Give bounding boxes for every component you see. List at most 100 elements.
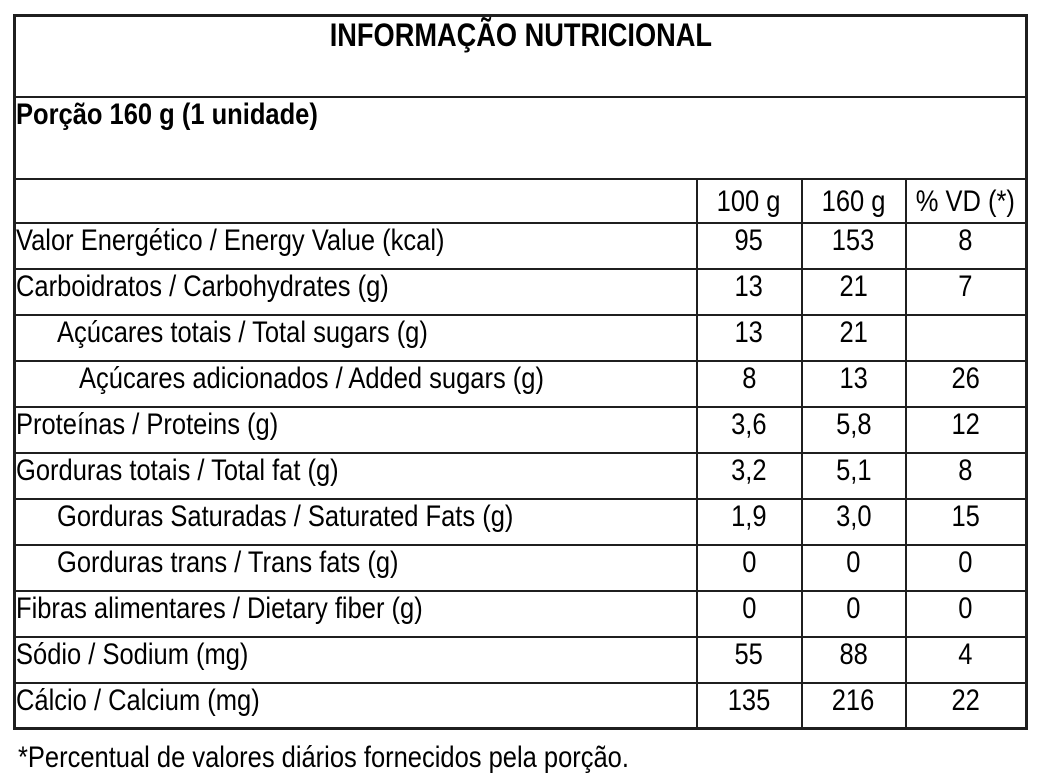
value-text: 153 xyxy=(832,223,875,257)
value-text: 135 xyxy=(727,683,771,717)
nutrient-name: Sódio / Sodium (mg) xyxy=(13,635,698,684)
nutrient-name: Gorduras totais / Total fat (g) xyxy=(13,451,698,500)
value-per-160g: 0 xyxy=(800,589,907,638)
value-text: 21 xyxy=(839,315,868,349)
value-text: 26 xyxy=(951,361,980,395)
value-text: 15 xyxy=(951,499,980,533)
daily-value-percent: 15 xyxy=(904,497,1028,546)
daily-value-percent: 0 xyxy=(904,543,1028,592)
daily-value-percent: 12 xyxy=(904,405,1028,454)
value-text: 216 xyxy=(832,683,875,717)
daily-value-percent xyxy=(904,313,1028,362)
value-per-100g: 95 xyxy=(695,221,803,270)
nutrient-name-text: Gorduras Saturadas / Saturated Fats (g) xyxy=(57,499,514,533)
nutrient-name-text: Gorduras trans / Trans fats (g) xyxy=(57,545,399,579)
nutrient-name: Gorduras Saturadas / Saturated Fats (g) xyxy=(13,497,698,546)
value-per-100g: 3,6 xyxy=(695,405,803,454)
page-title-text: INFORMAÇÃO NUTRICIONAL xyxy=(329,17,712,54)
nutrient-row-sodium: Sódio / Sodium (mg) 55 88 4 xyxy=(13,635,1028,684)
value-text: 22 xyxy=(951,683,980,717)
daily-value-percent: 0 xyxy=(904,589,1028,638)
value-text: 0 xyxy=(958,545,973,579)
value-per-160g: 21 xyxy=(800,267,907,316)
column-header-100g-text: 100 g xyxy=(717,184,781,218)
nutrient-row-calcium: Cálcio / Calcium (mg) 135 216 22 xyxy=(13,681,1028,730)
nutrient-name-text: Cálcio / Calcium (mg) xyxy=(16,683,260,717)
nutrient-row-total-sugars: Açúcares totais / Total sugars (g) 13 21 xyxy=(13,313,1028,362)
column-header-100g: 100 g xyxy=(695,177,803,224)
value-text: 8 xyxy=(958,223,973,257)
value-text: 4 xyxy=(958,637,973,671)
nutrient-row-trans-fat: Gorduras trans / Trans fats (g) 0 0 0 xyxy=(13,543,1028,592)
nutrient-name-text: Gorduras totais / Total fat (g) xyxy=(16,453,339,487)
value-text: 7 xyxy=(958,269,973,303)
value-per-160g: 88 xyxy=(800,635,907,684)
nutrient-row-carbohydrates: Carboidratos / Carbohydrates (g) 13 21 7 xyxy=(13,267,1028,316)
nutrient-name: Açúcares adicionados / Added sugars (g) xyxy=(13,359,698,408)
value-text: 3,2 xyxy=(731,453,767,487)
value-text: 8 xyxy=(958,453,973,487)
nutrient-row-proteins: Proteínas / Proteins (g) 3,6 5,8 12 xyxy=(13,405,1028,454)
value-per-100g: 8 xyxy=(695,359,803,408)
value-per-160g: 21 xyxy=(800,313,907,362)
value-per-100g: 13 xyxy=(695,313,803,362)
nutrient-name: Cálcio / Calcium (mg) xyxy=(13,681,698,730)
value-per-160g: 216 xyxy=(800,681,907,730)
nutrient-row-saturated-fat: Gorduras Saturadas / Saturated Fats (g) … xyxy=(13,497,1028,546)
daily-value-percent: 26 xyxy=(904,359,1028,408)
nutrient-name-text: Açúcares totais / Total sugars (g) xyxy=(57,315,428,349)
serving-size-text: Porção 160 g (1 unidade) xyxy=(16,97,318,131)
nutrient-name-text: Valor Energético / Energy Value (kcal) xyxy=(16,223,445,257)
daily-value-footnote: *Percentual de valores diários fornecido… xyxy=(18,741,737,775)
column-header-row: 100 g 160 g % VD (*) xyxy=(13,177,1028,224)
value-per-160g: 5,8 xyxy=(800,405,907,454)
nutrient-name-text: Açúcares adicionados / Added sugars (g) xyxy=(79,361,544,395)
title-row: INFORMAÇÃO NUTRICIONAL xyxy=(13,14,1028,98)
value-text: 0 xyxy=(846,591,861,625)
nutrient-row-dietary-fiber: Fibras alimentares / Dietary fiber (g) 0… xyxy=(13,589,1028,638)
daily-value-percent: 7 xyxy=(904,267,1028,316)
nutrient-name-text: Fibras alimentares / Dietary fiber (g) xyxy=(16,591,423,625)
value-text: 3,0 xyxy=(835,499,872,533)
value-text: 5,1 xyxy=(835,453,872,487)
value-text: 5,8 xyxy=(835,407,872,441)
value-per-100g: 1,9 xyxy=(695,497,803,546)
value-text: 13 xyxy=(734,269,764,303)
value-per-100g: 55 xyxy=(695,635,803,684)
page-title: INFORMAÇÃO NUTRICIONAL xyxy=(13,14,1028,98)
value-text: 8 xyxy=(741,361,757,395)
value-per-100g: 13 xyxy=(695,267,803,316)
value-text: 1,9 xyxy=(731,499,767,533)
value-per-160g: 5,1 xyxy=(800,451,907,500)
nutrient-row-added-sugars: Açúcares adicionados / Added sugars (g) … xyxy=(13,359,1028,408)
value-text: 3,6 xyxy=(731,407,767,441)
column-header-daily-value: % VD (*) xyxy=(904,177,1028,224)
value-per-160g: 0 xyxy=(800,543,907,592)
nutrient-name-text: Carboidratos / Carbohydrates (g) xyxy=(16,269,389,303)
value-text: 88 xyxy=(839,637,868,671)
value-text: 0 xyxy=(846,545,861,579)
daily-value-percent: 8 xyxy=(904,221,1028,270)
column-header-daily-value-text: % VD (*) xyxy=(916,184,1016,218)
value-text: 0 xyxy=(958,591,973,625)
value-per-100g: 135 xyxy=(695,681,803,730)
serving-row: Porção 160 g (1 unidade) xyxy=(13,95,1028,180)
value-text: 13 xyxy=(839,361,868,395)
nutrient-name: Açúcares totais / Total sugars (g) xyxy=(13,313,698,362)
nutrient-row-energy: Valor Energético / Energy Value (kcal) 9… xyxy=(13,221,1028,270)
value-text: 95 xyxy=(734,223,764,257)
daily-value-percent: 4 xyxy=(904,635,1028,684)
value-text: 21 xyxy=(839,269,868,303)
value-per-160g: 3,0 xyxy=(800,497,907,546)
value-per-160g: 13 xyxy=(800,359,907,408)
daily-value-percent: 22 xyxy=(904,681,1028,730)
daily-value-footnote-text: *Percentual de valores diários fornecido… xyxy=(18,741,629,774)
daily-value-percent: 8 xyxy=(904,451,1028,500)
nutrient-name: Gorduras trans / Trans fats (g) xyxy=(13,543,698,592)
nutrient-name: Carboidratos / Carbohydrates (g) xyxy=(13,267,698,316)
value-text: 0 xyxy=(741,591,757,625)
value-per-100g: 0 xyxy=(695,589,803,638)
nutrient-row-total-fat: Gorduras totais / Total fat (g) 3,2 5,1 … xyxy=(13,451,1028,500)
value-per-100g: 3,2 xyxy=(695,451,803,500)
